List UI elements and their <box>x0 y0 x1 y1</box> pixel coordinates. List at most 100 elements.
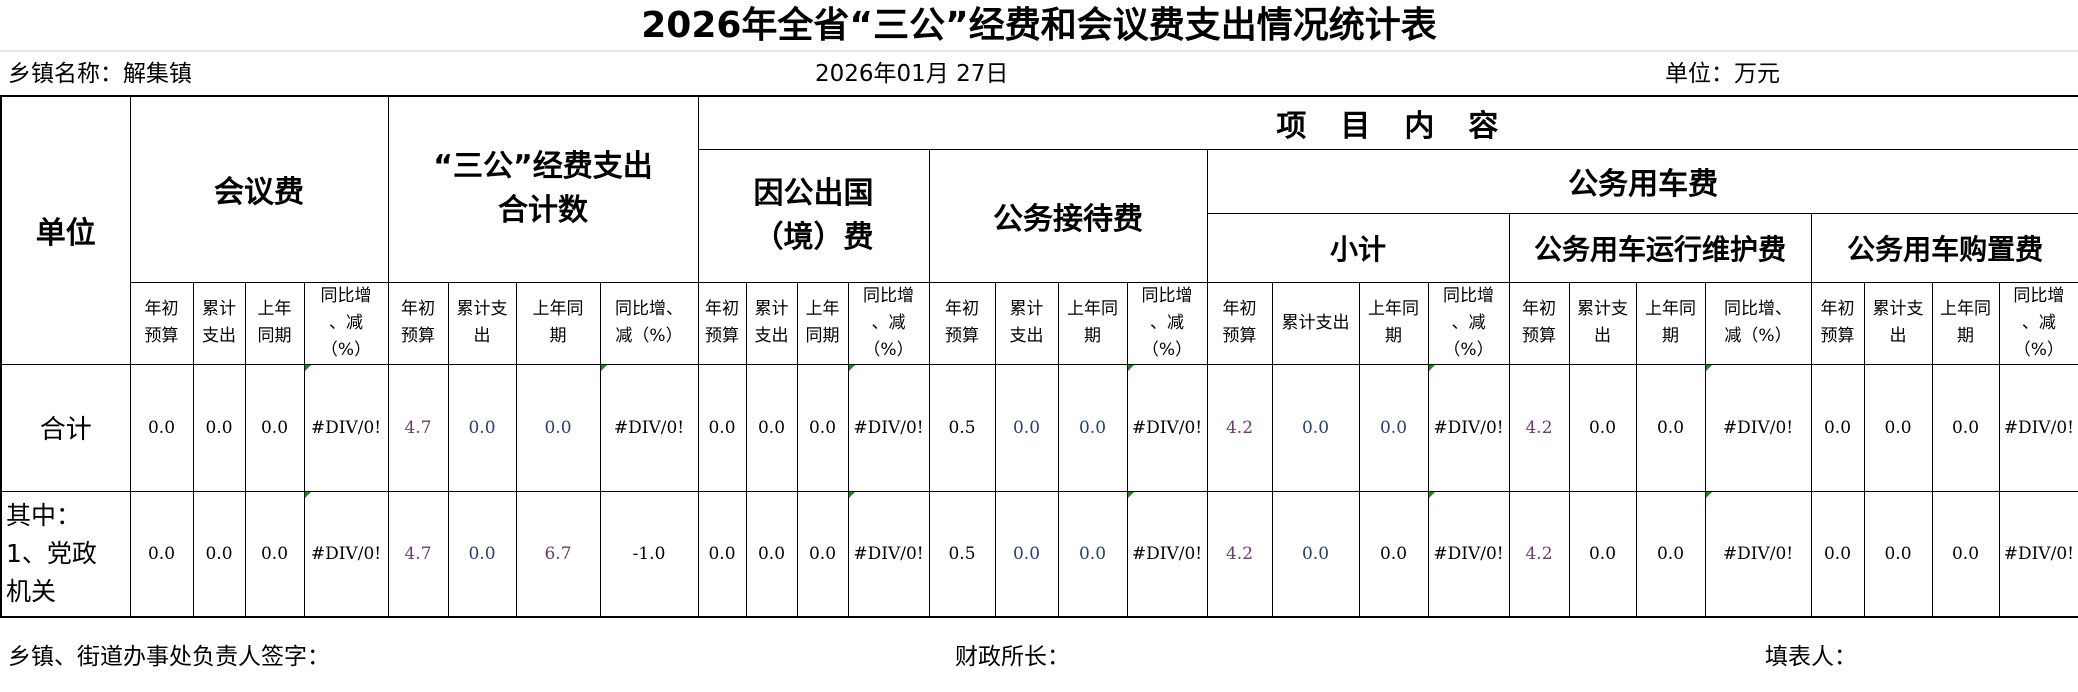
subheader: 年初 预算 <box>387 281 449 365</box>
value-cell[interactable]: #DIV/0! <box>1998 363 2078 492</box>
cell-value: 0.0 <box>1301 543 1330 564</box>
cell-value: 0.0 <box>468 543 496 564</box>
header-project-content: 项 目 内 容 <box>697 95 2078 150</box>
value-cell[interactable]: 0.0 <box>1057 363 1128 492</box>
table-row: 其中： 1、党政 机关 0.0 0.0 0.0 #DIV/0! 4.7 0.0 6.7 -1.0… <box>0 490 2078 618</box>
value-cell[interactable]: 0.0 <box>697 490 747 618</box>
cell-value: 0.0 <box>1823 417 1852 438</box>
value-cell[interactable]: 0.0 <box>1931 490 2000 618</box>
subheader: 同比增 、减 （%） <box>1998 281 2078 365</box>
cell-value: #DIV/0! <box>853 417 924 438</box>
table-row: 合计 0.0 0.0 0.0 #DIV/0! 4.7 0.0 0.0 #DIV/0! 0.0 0.0… <box>0 363 2078 492</box>
value-cell[interactable]: #DIV/0! <box>1704 363 1812 492</box>
cell-value: 0.0 <box>1078 417 1107 438</box>
value-cell[interactable]: 0.0 <box>1863 490 1933 618</box>
value-cell[interactable]: 0.0 <box>447 490 517 618</box>
error-indicator-icon <box>1429 365 1435 371</box>
subheader: 年初 预算 <box>1206 281 1273 365</box>
value-cell[interactable]: #DIV/0! <box>847 490 930 618</box>
value-cell[interactable]: #DIV/0! <box>1126 363 1208 492</box>
value-cell[interactable]: 0.0 <box>796 490 849 618</box>
value-cell[interactable]: #DIV/0! <box>1126 490 1208 618</box>
cell-value: 0.0 <box>1301 417 1330 438</box>
cell-value: 0.0 <box>708 543 736 564</box>
cell-value: #DIV/0! <box>853 543 924 564</box>
subheader: 上年同 期 <box>1931 281 2000 365</box>
value-cell[interactable]: 0.0 <box>1358 490 1429 618</box>
value-cell[interactable]: #DIV/0! <box>1998 490 2078 618</box>
value-cell[interactable]: 0.0 <box>1271 490 1360 618</box>
value-cell[interactable]: #DIV/0! <box>1427 490 1510 618</box>
value-cell[interactable]: 0.0 <box>1931 363 2000 492</box>
cell-value: 0.5 <box>948 417 976 438</box>
value-cell[interactable]: #DIV/0! <box>847 363 930 492</box>
value-cell[interactable]: 0.0 <box>1810 490 1865 618</box>
value-cell[interactable]: 4.2 <box>1206 363 1273 492</box>
value-cell[interactable]: 4.2 <box>1508 363 1570 492</box>
subheader: 上年同 期 <box>515 281 601 365</box>
value-cell[interactable]: 0.0 <box>1568 363 1637 492</box>
subheader: 累计支 出 <box>1863 281 1933 365</box>
value-cell[interactable]: #DIV/0! <box>1427 363 1510 492</box>
subheader: 累计 支出 <box>994 281 1059 365</box>
cell-value: 0.0 <box>708 417 736 438</box>
cell-value: 6.7 <box>544 543 572 564</box>
error-indicator-icon <box>1429 492 1435 498</box>
value-cell[interactable]: #DIV/0! <box>599 363 699 492</box>
value-cell[interactable]: 0.5 <box>928 490 996 618</box>
value-cell[interactable]: 4.2 <box>1508 490 1570 618</box>
value-cell[interactable]: #DIV/0! <box>303 363 389 492</box>
value-cell[interactable]: #DIV/0! <box>1704 490 1812 618</box>
cell-value: 4.7 <box>404 417 432 438</box>
value-cell[interactable]: 0.0 <box>192 490 246 618</box>
cell-value: 0.0 <box>468 417 496 438</box>
cell-value: #DIV/0! <box>2003 543 2074 564</box>
value-cell[interactable]: 0.0 <box>129 363 194 492</box>
header-subtotal: 小计 <box>1206 212 1510 283</box>
value-cell[interactable]: 0.0 <box>1568 490 1637 618</box>
error-indicator-icon <box>305 492 311 498</box>
cell-value: 0.0 <box>1951 543 1980 564</box>
subheader: 累计 支出 <box>745 281 798 365</box>
value-cell[interactable]: 0.0 <box>697 363 747 492</box>
expense-table: 单位 会议费 “三公”经费支出 合计数 项 目 内 容 因公出国 （境）费 公务… <box>0 95 2078 618</box>
error-indicator-icon <box>305 365 311 371</box>
value-cell[interactable]: 0.0 <box>192 363 246 492</box>
cell-value: 0.0 <box>147 543 176 564</box>
subheader: 上年同 期 <box>1635 281 1706 365</box>
cell-value: 0.0 <box>1012 543 1041 564</box>
subheader: 累计支 出 <box>447 281 517 365</box>
value-cell[interactable]: 0.0 <box>796 363 849 492</box>
value-cell[interactable]: 0.0 <box>1863 363 1933 492</box>
value-cell[interactable]: 0.0 <box>244 363 305 492</box>
error-indicator-icon <box>1128 492 1134 498</box>
subheader: 同比增、 减（%） <box>1704 281 1812 365</box>
value-cell[interactable]: 6.7 <box>515 490 601 618</box>
cell-value: 0.0 <box>260 543 289 564</box>
value-cell[interactable]: 0.0 <box>1358 363 1429 492</box>
value-cell[interactable]: 0.0 <box>1810 363 1865 492</box>
value-cell[interactable]: 4.2 <box>1206 490 1273 618</box>
value-cell[interactable]: 0.0 <box>1635 363 1706 492</box>
value-cell[interactable]: 0.5 <box>928 363 996 492</box>
value-cell[interactable]: -1.0 <box>599 490 699 618</box>
value-cell[interactable]: 0.0 <box>244 490 305 618</box>
value-cell[interactable]: 0.0 <box>1057 490 1128 618</box>
value-cell[interactable]: 0.0 <box>745 490 798 618</box>
error-indicator-icon <box>1128 365 1134 371</box>
value-cell[interactable]: 0.0 <box>447 363 517 492</box>
cell-value: 0.0 <box>1588 543 1617 564</box>
value-cell[interactable]: 0.0 <box>515 363 601 492</box>
value-cell[interactable]: 0.0 <box>1271 363 1360 492</box>
subheader: 年初 预算 <box>697 281 747 365</box>
value-cell[interactable]: 0.0 <box>994 363 1059 492</box>
value-cell[interactable]: 0.0 <box>129 490 194 618</box>
value-cell[interactable]: 4.7 <box>387 490 449 618</box>
cell-value: 4.7 <box>404 543 432 564</box>
value-cell[interactable]: #DIV/0! <box>303 490 389 618</box>
cell-value: -1.0 <box>632 543 666 564</box>
value-cell[interactable]: 0.0 <box>745 363 798 492</box>
value-cell[interactable]: 4.7 <box>387 363 449 492</box>
value-cell[interactable]: 0.0 <box>1635 490 1706 618</box>
value-cell[interactable]: 0.0 <box>994 490 1059 618</box>
